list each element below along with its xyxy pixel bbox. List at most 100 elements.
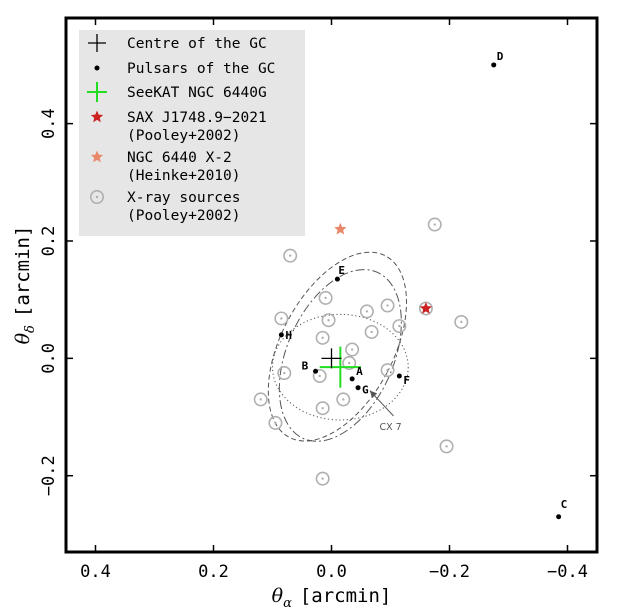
- xray-source-ring: [380, 298, 395, 313]
- xray-source-dot: [433, 223, 436, 226]
- pulsar-label-F: F: [403, 374, 410, 387]
- pulsar-label-C: C: [561, 498, 568, 511]
- xray-source: [454, 314, 469, 329]
- legend-label-line: X-ray sources: [127, 190, 241, 206]
- pulsar-B: [313, 368, 319, 374]
- xray-source-dot: [259, 398, 262, 401]
- xray-source-dot: [342, 398, 345, 401]
- xray-source: [336, 392, 351, 407]
- legend-label: SeeKAT NGC 6440G: [127, 85, 267, 101]
- legend-marker-star: [90, 110, 104, 123]
- legend-label: X-ray sources (Pooley+2002): [127, 190, 241, 224]
- pulsar-label-B: B: [302, 359, 309, 372]
- xray-source: [315, 330, 330, 345]
- annotations: CX 7: [369, 390, 402, 433]
- legend-entry: X-ray sources (Pooley+2002): [90, 190, 241, 224]
- x-axis-title: θα [arcmin]: [272, 585, 392, 611]
- xray-source: [364, 324, 379, 339]
- legend-entry: NGC 6440 X-2 (Heinke+2010): [90, 150, 241, 184]
- xray-source-ring: [342, 356, 357, 371]
- xray-source: [427, 217, 442, 232]
- xray-source-dot: [386, 304, 389, 307]
- y-axis-title-group: θδ [arcmin]: [12, 226, 38, 345]
- y-axis-subscript: δ: [23, 325, 38, 333]
- x-tick-label: −0.4: [547, 562, 588, 582]
- xray-source-ring: [380, 363, 395, 378]
- x-tick-label: −0.2: [429, 562, 470, 582]
- legend-entry: SeeKAT NGC 6440G: [87, 82, 267, 102]
- xray-source-dot: [321, 477, 324, 480]
- xray-source-ring: [268, 415, 283, 430]
- xray-source-ring: [274, 311, 289, 326]
- legend-entry: Centre of the GC: [88, 34, 267, 52]
- pulsar-F: [396, 373, 402, 379]
- y-axis-title: θδ [arcmin]: [12, 226, 38, 345]
- xray-source: [312, 368, 327, 383]
- error-ellipse-dashed: [267, 251, 407, 442]
- xray-source: [283, 248, 298, 263]
- legend-label: NGC 6440 X-2 (Heinke+2010): [127, 150, 241, 184]
- xray-source-ring: [364, 324, 379, 339]
- xray-source-dot: [398, 324, 401, 328]
- xray-source-dot: [280, 317, 283, 320]
- xray-source-ring: [315, 401, 330, 416]
- xray-source-ring: [439, 439, 454, 454]
- xray-source-ring: [427, 217, 442, 232]
- xray-source-dot: [327, 319, 330, 322]
- legend-entry: SAX J1748.9−2021 (Pooley+2002): [90, 110, 267, 144]
- xray-source-dot: [365, 310, 369, 313]
- pulsar-label-G: G: [362, 384, 369, 397]
- axis-ticks: 0.4 0.2 0.0 −0.2 −0.4 −0.2 0.0 0.2 0.4: [39, 18, 597, 582]
- xray-source-dot: [386, 368, 389, 372]
- xray-source: [253, 392, 268, 407]
- pulsar-label-H: H: [285, 329, 292, 342]
- xray-source-ring: [392, 319, 407, 334]
- x-axis-symbol: θ: [272, 585, 284, 607]
- point-markers: A B C D E F G H: [278, 50, 568, 520]
- cx7-label: CX 7: [379, 422, 401, 433]
- xray-source-ring: [318, 290, 333, 305]
- x-tick-label: 0.2: [198, 562, 229, 582]
- pulsar-label-D: D: [497, 50, 504, 63]
- legend-marker-ring-dot: [95, 195, 99, 199]
- y-tick-label: 0.4: [39, 108, 59, 139]
- xray-source-dot: [274, 421, 277, 425]
- pulsar-label-A: A: [356, 365, 363, 378]
- pulsar-E: [334, 276, 340, 282]
- y-tick-label: 0.2: [39, 226, 59, 257]
- xray-source-ring: [321, 313, 336, 328]
- pulsar-label-E: E: [338, 264, 345, 277]
- xray-source-dot: [283, 371, 286, 375]
- x-axis-subscript: α: [283, 596, 292, 611]
- error-ellipse-dashdot: [278, 269, 402, 442]
- legend-label: SAX J1748.9−2021 (Pooley+2002): [127, 110, 267, 144]
- xray-source: [274, 311, 289, 326]
- legend-label-line: (Heinke+2010): [127, 168, 241, 184]
- xray-source-ring: [283, 248, 298, 263]
- xray-source-dot: [460, 320, 463, 324]
- legend-background: [79, 30, 305, 236]
- y-axis-symbol: θ: [12, 332, 34, 344]
- xray-sources: [253, 217, 469, 486]
- xray-source-ring: [359, 304, 374, 319]
- legend-label: Pulsars of the GC: [127, 61, 275, 77]
- xray-source: [315, 401, 330, 416]
- pulsar-H: [278, 332, 284, 338]
- y-tick-label: 0.0: [39, 343, 59, 374]
- ngc6440-x2-star: [334, 222, 347, 235]
- legend-label: Centre of the GC: [127, 36, 267, 52]
- xray-source-ring: [454, 314, 469, 329]
- legend-entry: Pulsars of the GC: [94, 61, 275, 77]
- y-tick-label: −0.2: [39, 455, 59, 496]
- xray-source-ring: [336, 392, 351, 407]
- xray-source-ring: [315, 471, 330, 486]
- legend-label-line: SAX J1748.9−2021: [127, 110, 267, 126]
- xray-source-ring: [345, 342, 360, 357]
- xray-source-dot: [318, 374, 321, 378]
- xray-source-dot: [321, 336, 324, 340]
- legend-label-line: (Pooley+2002): [127, 128, 241, 144]
- xray-source-dot: [370, 330, 373, 334]
- legend-marker-dot: [94, 65, 100, 71]
- legend-marker-star: [90, 150, 104, 163]
